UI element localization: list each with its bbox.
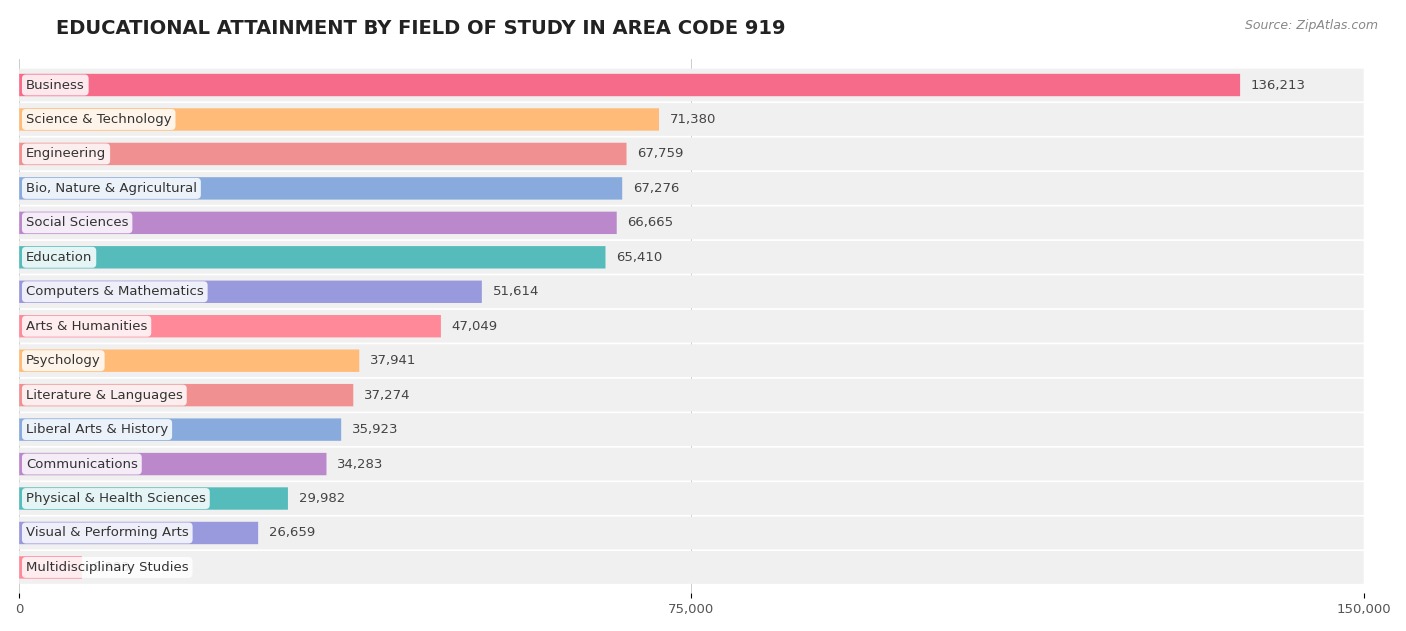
FancyBboxPatch shape bbox=[20, 69, 1364, 102]
FancyBboxPatch shape bbox=[20, 143, 627, 165]
FancyBboxPatch shape bbox=[20, 103, 1364, 136]
FancyBboxPatch shape bbox=[20, 206, 1364, 239]
FancyBboxPatch shape bbox=[20, 315, 441, 338]
Text: 26,659: 26,659 bbox=[269, 526, 315, 540]
FancyBboxPatch shape bbox=[20, 418, 342, 441]
FancyBboxPatch shape bbox=[20, 275, 1364, 308]
Text: 37,274: 37,274 bbox=[364, 389, 411, 402]
FancyBboxPatch shape bbox=[20, 211, 617, 234]
Text: Engineering: Engineering bbox=[25, 148, 107, 160]
Text: 65,410: 65,410 bbox=[616, 251, 662, 264]
FancyBboxPatch shape bbox=[20, 177, 623, 199]
Text: 71,380: 71,380 bbox=[669, 113, 716, 126]
Text: 67,276: 67,276 bbox=[633, 182, 679, 195]
FancyBboxPatch shape bbox=[20, 413, 1364, 446]
FancyBboxPatch shape bbox=[20, 447, 1364, 480]
Text: Bio, Nature & Agricultural: Bio, Nature & Agricultural bbox=[25, 182, 197, 195]
FancyBboxPatch shape bbox=[20, 379, 1364, 411]
FancyBboxPatch shape bbox=[20, 551, 1364, 584]
FancyBboxPatch shape bbox=[20, 557, 82, 579]
Text: 37,941: 37,941 bbox=[370, 354, 416, 367]
Text: EDUCATIONAL ATTAINMENT BY FIELD OF STUDY IN AREA CODE 919: EDUCATIONAL ATTAINMENT BY FIELD OF STUDY… bbox=[56, 19, 786, 38]
Text: Science & Technology: Science & Technology bbox=[25, 113, 172, 126]
FancyBboxPatch shape bbox=[20, 453, 326, 475]
FancyBboxPatch shape bbox=[20, 74, 1240, 96]
FancyBboxPatch shape bbox=[20, 246, 606, 269]
FancyBboxPatch shape bbox=[20, 522, 259, 544]
Text: Computers & Mathematics: Computers & Mathematics bbox=[25, 285, 204, 298]
Text: Education: Education bbox=[25, 251, 93, 264]
Text: 66,665: 66,665 bbox=[627, 216, 673, 229]
FancyBboxPatch shape bbox=[20, 350, 360, 372]
FancyBboxPatch shape bbox=[20, 310, 1364, 343]
FancyBboxPatch shape bbox=[20, 172, 1364, 204]
Text: 6,993: 6,993 bbox=[93, 561, 131, 574]
Text: 136,213: 136,213 bbox=[1251, 78, 1306, 91]
FancyBboxPatch shape bbox=[20, 241, 1364, 274]
FancyBboxPatch shape bbox=[20, 138, 1364, 170]
Text: Physical & Health Sciences: Physical & Health Sciences bbox=[25, 492, 205, 505]
Text: Psychology: Psychology bbox=[25, 354, 101, 367]
FancyBboxPatch shape bbox=[20, 482, 1364, 515]
FancyBboxPatch shape bbox=[20, 109, 659, 131]
FancyBboxPatch shape bbox=[20, 487, 288, 510]
FancyBboxPatch shape bbox=[20, 345, 1364, 377]
Text: Liberal Arts & History: Liberal Arts & History bbox=[25, 423, 169, 436]
Text: Literature & Languages: Literature & Languages bbox=[25, 389, 183, 402]
Text: 67,759: 67,759 bbox=[637, 148, 683, 160]
FancyBboxPatch shape bbox=[20, 517, 1364, 550]
Text: Multidisciplinary Studies: Multidisciplinary Studies bbox=[25, 561, 188, 574]
Text: Social Sciences: Social Sciences bbox=[25, 216, 128, 229]
FancyBboxPatch shape bbox=[20, 281, 482, 303]
Text: 47,049: 47,049 bbox=[451, 320, 498, 333]
Text: 29,982: 29,982 bbox=[298, 492, 344, 505]
Text: Arts & Humanities: Arts & Humanities bbox=[25, 320, 148, 333]
Text: 34,283: 34,283 bbox=[337, 457, 384, 471]
Text: Business: Business bbox=[25, 78, 84, 91]
Text: Visual & Performing Arts: Visual & Performing Arts bbox=[25, 526, 188, 540]
Text: 51,614: 51,614 bbox=[492, 285, 538, 298]
FancyBboxPatch shape bbox=[20, 384, 353, 406]
Text: Source: ZipAtlas.com: Source: ZipAtlas.com bbox=[1244, 19, 1378, 32]
Text: 35,923: 35,923 bbox=[352, 423, 398, 436]
Text: Communications: Communications bbox=[25, 457, 138, 471]
